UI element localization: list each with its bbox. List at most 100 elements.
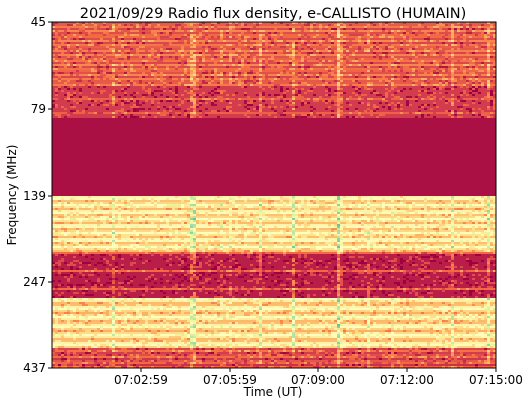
heatmap-cell xyxy=(151,102,154,104)
heatmap-cell xyxy=(283,46,286,48)
heatmap-cell xyxy=(421,292,424,294)
heatmap-cell xyxy=(292,246,295,248)
heatmap-cell xyxy=(193,82,196,84)
heatmap-cell xyxy=(181,48,184,50)
heatmap-cell xyxy=(292,248,295,250)
heatmap-cell xyxy=(280,96,283,98)
heatmap-cell xyxy=(61,228,64,230)
heatmap-cell xyxy=(253,108,256,110)
heatmap-cell xyxy=(271,266,274,268)
heatmap-row xyxy=(52,278,496,280)
heatmap-cell xyxy=(331,50,334,52)
heatmap-cell xyxy=(406,210,409,212)
heatmap-row xyxy=(52,112,496,114)
heatmap-cell xyxy=(160,52,163,54)
heatmap-cell xyxy=(130,100,133,102)
heatmap-cell xyxy=(175,68,178,70)
heatmap-cell xyxy=(301,296,304,298)
heatmap-cell xyxy=(199,30,202,32)
heatmap-cell xyxy=(421,68,424,70)
heatmap-cell xyxy=(97,226,100,228)
heatmap-cell xyxy=(97,44,100,46)
heatmap-cell xyxy=(292,64,295,66)
heatmap-cell xyxy=(67,278,70,280)
heatmap-cell xyxy=(487,224,490,226)
heatmap-cell xyxy=(439,236,442,238)
heatmap-cell xyxy=(133,276,136,278)
heatmap-cell xyxy=(337,198,340,200)
heatmap-cell xyxy=(334,244,337,246)
heatmap-cell xyxy=(247,250,250,252)
heatmap-cell xyxy=(331,258,334,260)
heatmap-cell xyxy=(334,248,337,250)
heatmap-cell xyxy=(451,40,454,42)
heatmap-cell xyxy=(379,94,382,96)
heatmap-cell xyxy=(304,204,307,206)
heatmap-cell xyxy=(241,32,244,34)
heatmap-cell xyxy=(337,208,340,210)
heatmap-cell xyxy=(244,52,247,54)
heatmap-cell xyxy=(325,68,328,70)
heatmap-cell xyxy=(313,86,316,88)
heatmap-cell xyxy=(409,206,412,208)
heatmap-cell xyxy=(379,240,382,242)
heatmap-cell xyxy=(403,236,406,238)
heatmap-cell xyxy=(394,282,397,284)
heatmap-cell xyxy=(451,30,454,32)
heatmap-cell xyxy=(280,86,283,88)
heatmap-cell xyxy=(262,270,265,272)
heatmap-cell xyxy=(400,246,403,248)
heatmap-cell xyxy=(88,50,91,52)
heatmap-cell xyxy=(262,276,265,278)
heatmap-row xyxy=(52,36,496,38)
heatmap-cell xyxy=(361,240,364,242)
heatmap-cell xyxy=(184,276,187,278)
heatmap-cell xyxy=(73,286,76,288)
heatmap-cell xyxy=(292,56,295,58)
heatmap-cell xyxy=(193,50,196,52)
heatmap-cell xyxy=(64,86,67,88)
heatmap-cell xyxy=(223,266,226,268)
heatmap-cell xyxy=(208,50,211,52)
heatmap-cell xyxy=(337,298,340,300)
heatmap-cell xyxy=(112,196,115,198)
heatmap-cell xyxy=(316,234,319,236)
heatmap-cell xyxy=(226,224,229,226)
heatmap-cell xyxy=(139,46,142,48)
heatmap-cell xyxy=(259,70,262,72)
heatmap-cell xyxy=(76,248,79,250)
heatmap-cell xyxy=(292,272,295,274)
heatmap-cell xyxy=(190,230,193,232)
heatmap-cell xyxy=(190,38,193,40)
heatmap-cell xyxy=(79,250,82,252)
heatmap-cell xyxy=(388,44,391,46)
heatmap-cell xyxy=(70,298,73,300)
heatmap-cell xyxy=(457,112,460,114)
heatmap-cell xyxy=(211,110,214,112)
heatmap-cell xyxy=(241,226,244,228)
heatmap-cell xyxy=(88,40,91,42)
heatmap-cell xyxy=(217,300,220,302)
heatmap-cell xyxy=(301,202,304,204)
heatmap-cell xyxy=(451,302,454,304)
heatmap-cell xyxy=(193,218,196,220)
heatmap-cell xyxy=(451,268,454,270)
heatmap-cell xyxy=(73,50,76,52)
heatmap-cell xyxy=(424,300,427,302)
heatmap-cell xyxy=(349,282,352,284)
heatmap-row xyxy=(52,104,496,106)
heatmap-cell xyxy=(190,72,193,74)
heatmap-cell xyxy=(391,36,394,38)
heatmap-cell xyxy=(397,250,400,252)
heatmap-cell xyxy=(436,250,439,252)
heatmap-cell xyxy=(475,254,478,256)
heatmap-cell xyxy=(463,78,466,80)
heatmap-cell xyxy=(193,224,196,226)
heatmap-cell xyxy=(319,236,322,238)
heatmap-cell xyxy=(190,22,193,24)
heatmap-cell xyxy=(208,292,211,294)
heatmap-cell xyxy=(79,252,82,254)
heatmap-cell xyxy=(286,100,289,102)
heatmap-cell xyxy=(460,100,463,102)
heatmap-cell xyxy=(274,86,277,88)
